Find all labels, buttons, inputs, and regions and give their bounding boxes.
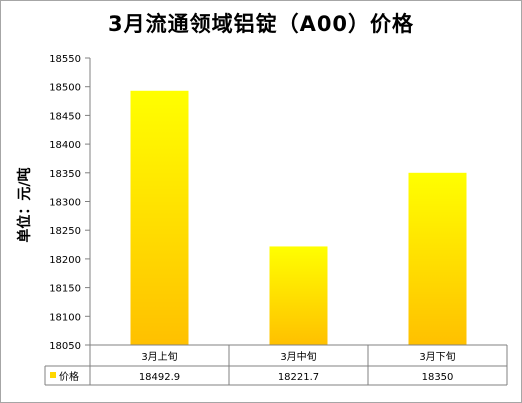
y-tick-label: 18200 bbox=[49, 255, 81, 266]
data-table-value: 18221.7 bbox=[278, 372, 319, 383]
data-table-value: 18492.9 bbox=[139, 372, 180, 383]
legend-swatch bbox=[50, 372, 56, 378]
bar bbox=[130, 90, 189, 346]
legend-series-label: 价格 bbox=[59, 370, 79, 383]
x-category-label: 3月上旬 bbox=[141, 350, 177, 363]
bar bbox=[269, 246, 328, 345]
y-tick-label: 18100 bbox=[49, 312, 81, 323]
y-tick-label: 18400 bbox=[49, 140, 81, 151]
y-tick-label: 18500 bbox=[49, 83, 81, 94]
x-category-label: 3月中旬 bbox=[280, 350, 316, 363]
y-tick-label: 18150 bbox=[49, 284, 81, 295]
y-tick-label: 18350 bbox=[49, 169, 81, 180]
data-table-value: 18350 bbox=[422, 372, 454, 383]
chart-title: 3月流通领域铝锭（A00）价格 bbox=[107, 12, 415, 36]
y-tick-label: 18300 bbox=[49, 198, 81, 209]
x-category-label: 3月下旬 bbox=[419, 350, 455, 363]
y-tick-label: 18250 bbox=[49, 226, 81, 237]
y-tick-label: 18550 bbox=[49, 54, 81, 65]
y-tick-label: 18050 bbox=[49, 341, 81, 352]
bar bbox=[408, 172, 467, 345]
y-tick-label: 18450 bbox=[49, 111, 81, 122]
